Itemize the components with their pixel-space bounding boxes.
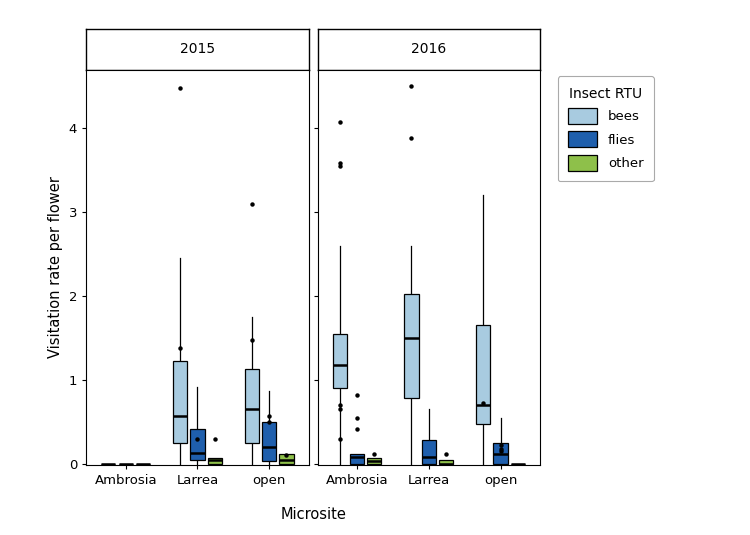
Bar [350, 454, 364, 464]
Bar [476, 325, 490, 424]
Bar [280, 454, 293, 464]
Bar [190, 429, 205, 460]
Bar [368, 458, 382, 464]
Legend: bees, flies, other: bees, flies, other [558, 76, 654, 181]
Bar [333, 334, 346, 388]
Bar [208, 458, 222, 464]
Bar [244, 369, 259, 443]
Bar [173, 362, 188, 443]
Bar [404, 294, 418, 399]
Text: 2016: 2016 [411, 42, 446, 57]
Bar [439, 460, 453, 464]
Bar [494, 443, 508, 464]
Bar [422, 440, 436, 464]
Y-axis label: Visitation rate per flower: Visitation rate per flower [48, 177, 63, 358]
Text: Microsite: Microsite [280, 507, 346, 522]
Text: 2015: 2015 [180, 42, 215, 57]
Bar [262, 422, 276, 461]
